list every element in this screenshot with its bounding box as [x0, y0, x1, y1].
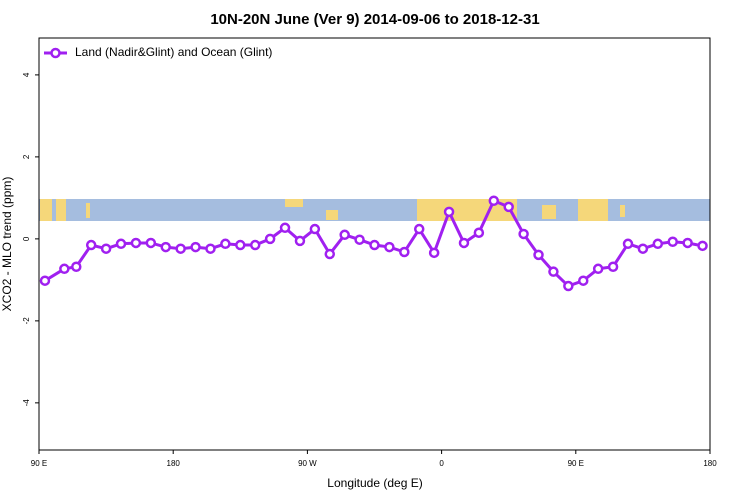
chart-title: 10N-20N June (Ver 9) 2014-09-06 to 2018-… [210, 11, 539, 28]
x-axis-label: Longitude (deg E) [327, 476, 422, 490]
data-point [667, 236, 678, 247]
data-point [220, 238, 231, 250]
data-point [503, 201, 514, 213]
y-tick-label: -2 [22, 317, 31, 325]
data-point [533, 249, 544, 261]
x-tick-label: 90 E [568, 459, 584, 468]
data-point [249, 239, 261, 251]
data-point [458, 237, 470, 249]
data-point [85, 239, 97, 251]
data-point [235, 239, 246, 251]
y-tick-label: 4 [22, 72, 31, 77]
data-point [592, 263, 604, 275]
plot-frame [38, 37, 711, 451]
data-point [682, 237, 693, 249]
data-point [548, 266, 559, 277]
data-point [637, 243, 649, 254]
x-tick-label: 0 [439, 459, 444, 468]
data-point [443, 206, 455, 218]
data-point [145, 237, 157, 249]
y-tick-label: 2 [22, 154, 31, 159]
data-point [488, 195, 500, 207]
data-point [563, 280, 574, 292]
data-point [428, 247, 440, 259]
data-point [279, 222, 291, 234]
legend-marker [50, 47, 61, 59]
data-point [71, 261, 82, 273]
data-point [294, 235, 306, 247]
data-point [190, 241, 201, 253]
data-point [622, 238, 634, 250]
x-tick-label: 180 [703, 459, 717, 468]
data-point [473, 227, 485, 238]
data-point [578, 275, 589, 286]
map-strip [39, 199, 710, 221]
data-point [130, 237, 142, 249]
data-point [652, 238, 664, 250]
data-point [697, 240, 708, 252]
data-point [399, 246, 410, 258]
data-point [59, 263, 70, 275]
data-point [115, 238, 127, 250]
y-axis-label: XCO2 - MLO trend (ppm) [0, 177, 14, 312]
data-point [354, 234, 365, 245]
legend-label: Land (Nadir&Glint) and Ocean (Glint) [75, 45, 272, 59]
data-point [100, 243, 112, 254]
data-point [160, 241, 171, 253]
x-tick-label: 180 [167, 459, 181, 468]
data-point [413, 223, 425, 235]
data-point [264, 233, 276, 245]
data-point [309, 223, 321, 235]
x-tick-label: 90 E [31, 459, 47, 468]
x-tick-label: 90 W [298, 459, 317, 468]
data-point [607, 261, 619, 273]
data-point [175, 243, 186, 254]
data-point [39, 275, 51, 286]
data-point [369, 239, 380, 251]
data-point [339, 229, 350, 241]
data-point [205, 243, 216, 254]
y-tick-label: 0 [22, 236, 31, 241]
data-point [518, 228, 529, 240]
data-point [324, 248, 336, 260]
y-tick-label: -4 [22, 399, 31, 407]
data-point [384, 241, 395, 253]
